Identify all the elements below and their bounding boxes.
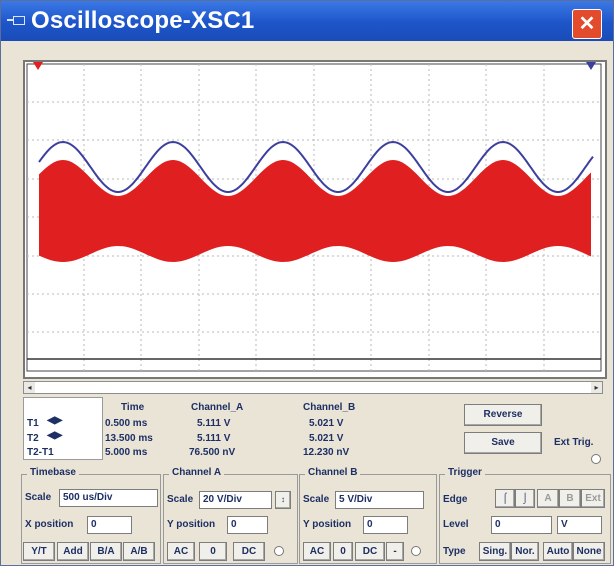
oscilloscope-icon: [7, 16, 25, 25]
mode-add-button[interactable]: Add: [57, 542, 89, 561]
edge-source-a-button[interactable]: A: [537, 489, 559, 508]
timebase-scale-field[interactable]: 500 us/Div: [59, 489, 158, 507]
ext-trig-label: Ext Trig.: [554, 437, 594, 448]
channel-b-dc-button[interactable]: DC: [355, 542, 385, 561]
channel-a-scale-field[interactable]: 20 V/Div: [199, 491, 272, 509]
cursor-t2-marker[interactable]: [586, 62, 596, 70]
trigger-level-unit[interactable]: V: [557, 516, 602, 534]
t1-time: 0.500 ms: [105, 418, 148, 429]
channel-b-group: [299, 474, 437, 564]
t1-label: T1: [27, 418, 39, 429]
channel-a-ypos-label: Y position: [167, 519, 216, 530]
channel-a-scale-spinner-icon[interactable]: ↕: [275, 491, 291, 509]
x-position-field[interactable]: 0: [87, 516, 132, 534]
reverse-button[interactable]: Reverse: [464, 404, 542, 426]
edge-rising-icon[interactable]: ⌠: [495, 489, 515, 508]
trigger-type-label: Type: [443, 546, 466, 557]
scroll-right-icon[interactable]: ▸: [591, 382, 602, 393]
channel-b-zero-button[interactable]: 0: [333, 542, 353, 561]
edge-falling-icon[interactable]: ⌡: [515, 489, 535, 508]
t2-t1-label: T2-T1: [27, 447, 54, 458]
trigger-level-label: Level: [443, 519, 469, 530]
window-title: Oscilloscope-XSC1: [31, 7, 255, 34]
channel-a-zero-button[interactable]: 0: [199, 542, 227, 561]
t1-channel-b: 5.021 V: [309, 418, 344, 429]
channel-a-group: [163, 474, 298, 564]
t2-arrows-icon[interactable]: ◀▶: [47, 430, 63, 441]
channel-a-scale-label: Scale: [167, 494, 194, 505]
t2-t1-time: 5.000 ms: [105, 447, 148, 458]
save-button[interactable]: Save: [464, 432, 542, 454]
timebase-title: Timebase: [27, 467, 79, 478]
channel-b-minus-button[interactable]: -: [386, 542, 404, 561]
channel-a-ypos-field[interactable]: 0: [227, 516, 268, 534]
channel-b-terminal[interactable]: [411, 546, 421, 556]
channel-b-ypos-field[interactable]: 0: [363, 516, 408, 534]
trigger-title: Trigger: [445, 467, 485, 478]
t2-channel-a: 5.111 V: [197, 433, 231, 444]
channel-a-col-header: Channel_A: [191, 402, 244, 413]
x-position-label: X position: [25, 519, 74, 530]
trigger-level-field[interactable]: 0: [491, 516, 552, 534]
type-normal-button[interactable]: Nor.: [511, 542, 539, 561]
channel-b-scale-label: Scale: [303, 494, 330, 505]
scroll-left-icon[interactable]: ◂: [24, 382, 35, 393]
channel-b-title: Channel B: [305, 467, 361, 478]
mode-ab-button[interactable]: A/B: [123, 542, 155, 561]
t2-channel-b: 5.021 V: [309, 433, 344, 444]
t2-t1-channel-b: 12.230 nV: [303, 447, 350, 458]
close-button[interactable]: ✕: [572, 9, 602, 39]
channel-b-ypos-label: Y position: [303, 519, 352, 530]
channel-a-terminal[interactable]: [274, 546, 284, 556]
type-none-button[interactable]: None: [573, 542, 605, 561]
t2-time: 13.500 ms: [105, 433, 153, 444]
channel-a-ac-button[interactable]: AC: [167, 542, 195, 561]
t1-channel-a: 5.111 V: [197, 418, 231, 429]
type-single-button[interactable]: Sing.: [479, 542, 511, 561]
channel-b-col-header: Channel_B: [303, 402, 356, 413]
time-col-header: Time: [121, 402, 145, 413]
cursor-t1-marker[interactable]: [33, 62, 43, 70]
mode-yt-button[interactable]: Y/T: [23, 542, 55, 561]
timebase-group: [21, 474, 161, 564]
channel-b-trace: [39, 160, 591, 262]
channel-a-dc-button[interactable]: DC: [233, 542, 265, 561]
cursor-readout-labels: [23, 397, 103, 460]
timebase-scale-label: Scale: [25, 492, 52, 503]
grid: [27, 64, 601, 371]
trigger-group: [439, 474, 611, 564]
ext-trig-terminal[interactable]: [591, 454, 601, 464]
channel-b-ac-button[interactable]: AC: [303, 542, 331, 561]
edge-source-ext-button[interactable]: Ext: [581, 489, 605, 508]
time-scrollbar[interactable]: ◂ ▸: [23, 381, 603, 394]
mode-ba-button[interactable]: B/A: [90, 542, 122, 561]
channel-a-title: Channel A: [169, 467, 225, 478]
type-auto-button[interactable]: Auto: [543, 542, 573, 561]
trigger-edge-label: Edge: [443, 494, 468, 505]
t2-label: T2: [27, 433, 39, 444]
t1-arrows-icon[interactable]: ◀▶: [47, 415, 63, 426]
title-bar[interactable]: Oscilloscope-XSC1 ✕: [1, 1, 613, 41]
channel-b-scale-field[interactable]: 5 V/Div: [335, 491, 424, 509]
scope-screen: [26, 62, 602, 372]
t2-t1-channel-a: 76.500 nV: [189, 447, 236, 458]
edge-source-b-button[interactable]: B: [559, 489, 581, 508]
channel-a-trace: [38, 140, 594, 193]
